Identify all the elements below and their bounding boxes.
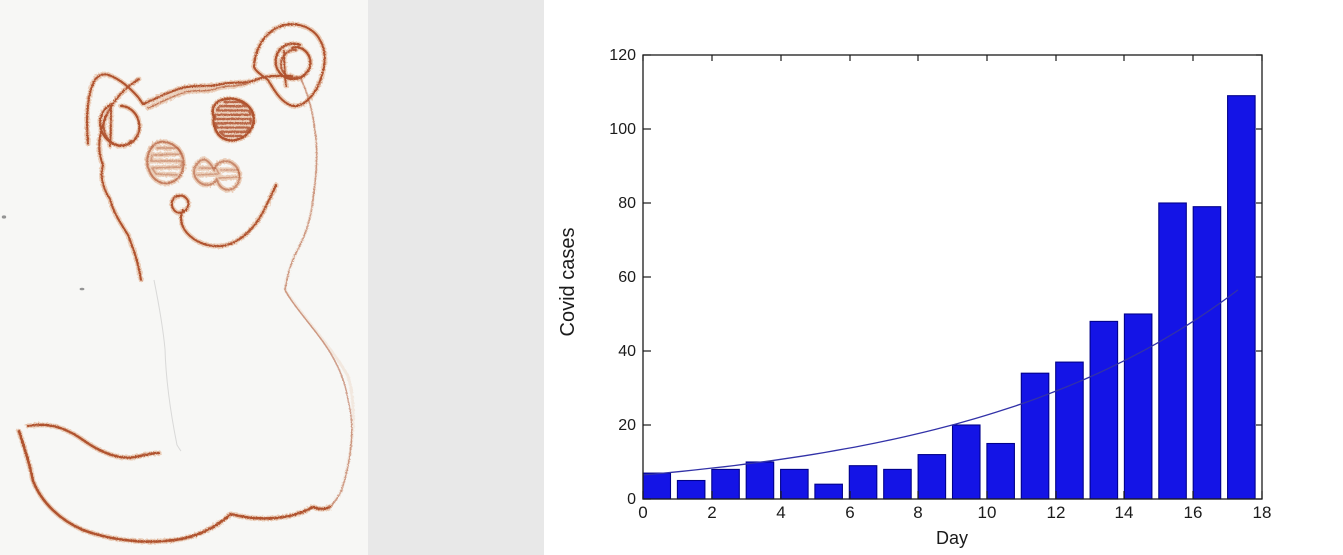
svg-text:0: 0 — [627, 491, 636, 508]
svg-text:60: 60 — [618, 269, 636, 286]
svg-text:10: 10 — [978, 503, 997, 522]
svg-text:4: 4 — [776, 503, 785, 522]
svg-text:80: 80 — [618, 195, 636, 212]
svg-text:14: 14 — [1115, 503, 1134, 522]
svg-text:120: 120 — [609, 47, 636, 64]
svg-text:6: 6 — [845, 503, 854, 522]
svg-text:12: 12 — [1047, 503, 1066, 522]
svg-text:20: 20 — [618, 417, 636, 434]
svg-text:2: 2 — [707, 503, 716, 522]
svg-text:100: 100 — [609, 121, 636, 138]
svg-text:Day: Day — [936, 528, 968, 548]
svg-text:0: 0 — [638, 503, 647, 522]
svg-text:Covid cases: Covid cases — [557, 228, 579, 337]
svg-text:18: 18 — [1253, 503, 1272, 522]
svg-text:8: 8 — [913, 503, 922, 522]
svg-text:40: 40 — [618, 343, 636, 360]
svg-text:16: 16 — [1184, 503, 1203, 522]
